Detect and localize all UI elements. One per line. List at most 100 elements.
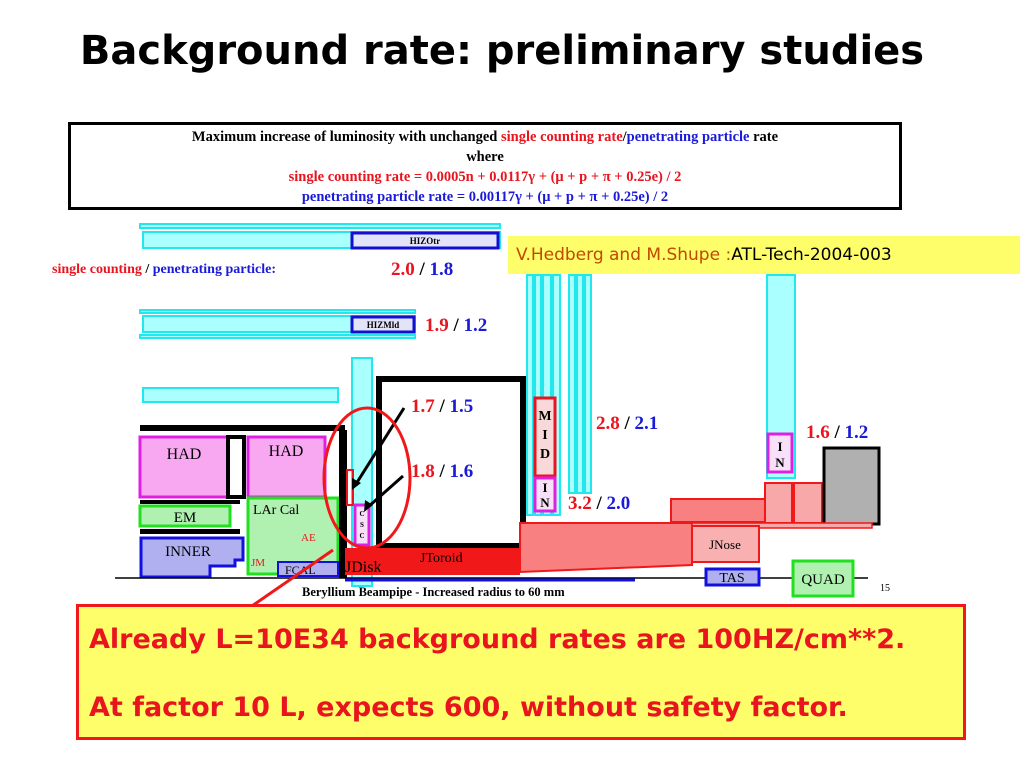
shield-vertical bbox=[568, 274, 576, 494]
pointer-arrow bbox=[354, 407, 406, 485]
rate-label: 1.9 / 1.2 bbox=[425, 315, 487, 336]
rate-penetrating: 2.1 bbox=[635, 413, 659, 434]
mid-label: D bbox=[540, 447, 550, 462]
rate-penetrating: 1.2 bbox=[464, 315, 488, 336]
support-structure bbox=[226, 435, 246, 499]
mid-chamber bbox=[533, 396, 557, 478]
tas bbox=[704, 567, 761, 587]
heading-blue: penetrating particle bbox=[626, 129, 750, 145]
conclusion-line: At factor 10 L, expects 600, without saf… bbox=[89, 692, 848, 723]
csc-label: S bbox=[360, 521, 364, 529]
mid-label: M bbox=[538, 409, 551, 424]
had-calorimeter bbox=[246, 435, 327, 499]
shield-bar bbox=[139, 334, 416, 339]
endcap-toroid bbox=[376, 376, 526, 549]
ae-label: AE bbox=[301, 532, 316, 544]
support-bar bbox=[140, 500, 240, 504]
in-label: I bbox=[777, 439, 782, 454]
arrowhead-icon bbox=[352, 478, 361, 490]
reference-authors: V.Hedberg and M.Shupe : bbox=[516, 245, 732, 265]
rate-single: 1.9 bbox=[425, 315, 449, 336]
gray-block bbox=[822, 446, 881, 526]
legend-penetrating: penetrating particle: bbox=[153, 262, 276, 277]
jm-label: JM bbox=[251, 557, 265, 569]
legend-sep: / bbox=[142, 262, 153, 277]
lar-label: LAr Cal bbox=[253, 503, 299, 518]
shield-vertical bbox=[534, 274, 542, 516]
quad-label: QUAD bbox=[801, 572, 844, 588]
shield-bar bbox=[142, 387, 339, 403]
shield-vertical bbox=[526, 274, 534, 516]
quad bbox=[791, 559, 855, 598]
jtoroid-shield bbox=[345, 548, 520, 575]
csc-label: C bbox=[359, 510, 364, 518]
rate-penetrating: 2.0 bbox=[607, 493, 631, 514]
hizotr-chamber bbox=[350, 231, 500, 250]
rate-label: 3.2 / 2.0 bbox=[568, 493, 630, 514]
beampipe-label: Beryllium Beampipe - Increased radius to… bbox=[302, 585, 565, 599]
rate-label: 1.7 / 1.5 bbox=[411, 396, 473, 417]
page-number: 15 bbox=[880, 583, 890, 594]
rate-single: 3.2 bbox=[568, 493, 592, 514]
shield-vertical bbox=[576, 274, 584, 494]
reference-note: V.Hedberg and M.Shupe :ATL-Tech-2004-003 bbox=[508, 236, 1020, 274]
in-label: N bbox=[540, 495, 550, 510]
single-counting-formula: single counting rate = 0.0005n + 0.0117γ… bbox=[288, 169, 682, 185]
jdisk-label: JDisk bbox=[345, 559, 381, 576]
conclusion-box: Already L=10E34 background rates are 100… bbox=[76, 604, 966, 740]
rate-penetrating: 1.2 bbox=[845, 422, 869, 443]
inner-label: INNER bbox=[165, 544, 211, 560]
rate-label: 2.0 / 1.8 bbox=[391, 259, 453, 280]
rate-penetrating: 1.6 bbox=[450, 461, 474, 482]
rate-single: 1.8 bbox=[411, 461, 435, 482]
forward-shield bbox=[519, 522, 693, 574]
formula-where: where bbox=[466, 149, 504, 165]
rate-single: 1.7 bbox=[411, 396, 435, 417]
had-label: HAD bbox=[167, 446, 202, 463]
hizmld-label: HIZMld bbox=[367, 320, 400, 330]
had-label: HAD bbox=[269, 443, 304, 460]
jnose-label: JNose bbox=[709, 537, 741, 552]
highlight-ellipse bbox=[322, 406, 412, 550]
heading-red: single counting rate bbox=[501, 129, 623, 145]
tas-label: TAS bbox=[719, 571, 744, 586]
shield-vertical bbox=[552, 274, 561, 516]
formula-box: Maximum increase of luminosity with unch… bbox=[68, 122, 902, 210]
hizmld-chamber bbox=[350, 315, 416, 334]
forward-shield bbox=[764, 482, 793, 524]
jnose bbox=[691, 525, 760, 563]
reference-doc: ATL-Tech-2004-003 bbox=[731, 245, 892, 265]
em-label: EM bbox=[174, 510, 197, 526]
csc-label: C bbox=[359, 532, 364, 540]
rate-single: 1.6 bbox=[806, 422, 830, 443]
shield-vertical bbox=[584, 274, 592, 494]
rate-label: 1.8 / 1.6 bbox=[411, 461, 473, 482]
support-bar bbox=[140, 529, 240, 534]
jtoroid-label: JToroid bbox=[420, 551, 463, 566]
shield-vertical bbox=[542, 274, 552, 516]
inner-detector bbox=[139, 536, 245, 579]
conclusion-line: Already L=10E34 background rates are 100… bbox=[89, 624, 906, 655]
penetrating-formula: penetrating particle rate = 0.00117γ + (… bbox=[301, 189, 669, 205]
formula-heading: Maximum increase of luminosity with unch… bbox=[71, 127, 899, 147]
support-bar bbox=[248, 425, 340, 431]
mid-label: I bbox=[542, 428, 547, 443]
slide-title: Background rate: preliminary studies bbox=[79, 28, 925, 74]
csc-chamber bbox=[353, 503, 371, 547]
heading-text: Maximum increase of luminosity with unch… bbox=[191, 129, 501, 145]
pointer-arrow bbox=[367, 474, 404, 509]
rate-single: 2.0 bbox=[391, 259, 415, 280]
rate-label: 1.6 / 1.2 bbox=[806, 422, 868, 443]
in-chamber bbox=[533, 476, 557, 513]
heading-suffix: rate bbox=[749, 129, 779, 145]
forward-shield bbox=[793, 482, 823, 524]
forward-shield bbox=[670, 498, 766, 523]
in-chamber bbox=[766, 432, 794, 474]
shield-bar bbox=[139, 223, 501, 229]
heading-sep: / bbox=[622, 129, 627, 145]
hizotr-label: HIZOtr bbox=[410, 236, 441, 246]
in-label: N bbox=[775, 455, 785, 470]
shield-bar bbox=[139, 309, 416, 314]
endcap-wall bbox=[339, 430, 347, 578]
